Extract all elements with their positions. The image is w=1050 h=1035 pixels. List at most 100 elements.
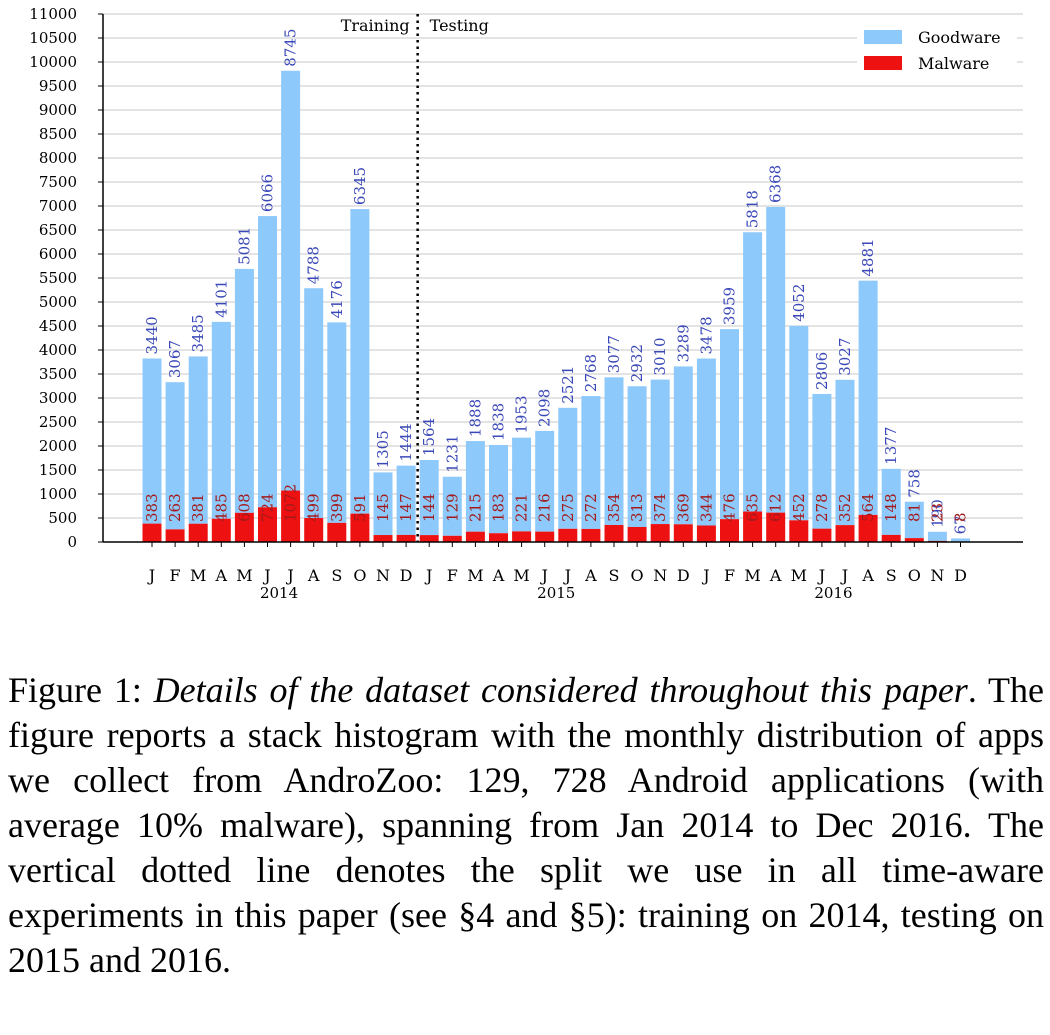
y-tick-label: 4000 (39, 341, 77, 359)
x-tick-label: N (376, 566, 390, 585)
goodware-bar (812, 393, 832, 529)
y-tick-label: 7500 (39, 173, 77, 191)
year-label: 2016 (814, 584, 852, 602)
goodware-bar (512, 437, 532, 532)
x-tick-label: A (492, 566, 505, 585)
malware-value-label: 383 (143, 493, 161, 522)
goodware-value-label: 1377 (882, 427, 900, 465)
y-tick-label: 3000 (39, 389, 77, 407)
malware-value-label: 215 (466, 493, 484, 522)
goodware-value-label: 4176 (328, 280, 346, 318)
x-tick-label: A (861, 566, 874, 585)
y-tick-label: 8000 (39, 149, 77, 167)
y-tick-label: 5500 (39, 269, 77, 287)
caption-title: Details of the dataset considered throug… (153, 670, 968, 710)
stacked-bar-chart: 3440383306726334853814101485508160860667… (29, 5, 1023, 602)
malware-bar (858, 514, 878, 542)
y-tick-label: 5000 (39, 293, 77, 311)
goodware-value-label: 2806 (813, 352, 831, 390)
y-tick-label: 500 (48, 509, 77, 527)
malware-value-label: 275 (559, 493, 577, 522)
malware-value-label: 183 (490, 493, 508, 522)
goodware-value-label: 6345 (351, 167, 369, 205)
malware-value-label: 399 (328, 493, 346, 522)
goodware-bar (211, 321, 231, 519)
goodware-bar (720, 329, 739, 520)
x-tick-label: N (653, 566, 667, 585)
legend: Goodware Malware (857, 21, 1017, 79)
y-tick-label: 8500 (39, 125, 77, 143)
x-tick-label: S (609, 566, 620, 585)
goodware-value-label: 1838 (490, 403, 508, 441)
y-tick-label: 6500 (39, 221, 77, 239)
goodware-bar (396, 465, 416, 535)
x-tick-label: J (285, 566, 293, 585)
goodware-bar (581, 396, 601, 529)
malware-value-label: 147 (397, 493, 415, 522)
goodware-bar (188, 356, 208, 524)
goodware-bar (535, 430, 555, 532)
goodware-value-label: 6066 (259, 174, 277, 212)
malware-value-label: 8 (952, 512, 970, 522)
axes: 0 500 1000 1500 2000 2500 3000 3500 4000 4500 5000… (29, 5, 1023, 602)
goodware-value-label: 1564 (420, 418, 438, 456)
legend-swatch (864, 30, 902, 44)
malware-value-label: 23 (928, 503, 946, 522)
x-tick-label: A (215, 566, 228, 585)
malware-value-label: 148 (882, 493, 900, 522)
goodware-bar (604, 377, 624, 526)
goodware-value-label: 2098 (536, 389, 554, 427)
goodware-value-label: 4052 (790, 284, 808, 322)
malware-bar (627, 526, 647, 542)
malware-bar (188, 523, 208, 542)
goodware-bar (881, 468, 901, 535)
caption-label: Figure 1: (8, 670, 154, 710)
goodware-value-label: 1953 (513, 395, 531, 433)
malware-bar (419, 535, 439, 542)
y-tick-label: 2000 (39, 437, 77, 455)
goodware-value-label: 3077 (605, 335, 623, 373)
malware-value-label: 145 (374, 493, 392, 522)
goodware-bar (419, 460, 439, 536)
malware-bar (789, 520, 809, 542)
x-tick-label: M (791, 566, 807, 585)
malware-bar (373, 535, 393, 542)
goodware-bar (951, 538, 970, 542)
x-tick-label: D (400, 566, 413, 585)
malware-bar (696, 525, 716, 542)
training-label: Training (341, 16, 410, 35)
malware-bar (904, 538, 924, 542)
goodware-bar (234, 268, 254, 513)
x-tick-label: O (908, 566, 921, 585)
y-tick-label: 9000 (39, 101, 77, 119)
malware-value-label: 272 (582, 493, 600, 522)
y-tick-label: 10000 (29, 53, 77, 71)
malware-value-label: 81 (905, 503, 923, 522)
malware-bar (442, 535, 462, 542)
malware-bar (581, 528, 601, 542)
x-tick-label: J (563, 566, 571, 585)
goodware-value-label: 758 (905, 469, 923, 498)
goodware-value-label: 6368 (767, 165, 785, 203)
malware-value-label: 452 (790, 493, 808, 522)
malware-bar (558, 528, 578, 542)
x-tick-label: S (886, 566, 897, 585)
x-tick-label: J (147, 566, 155, 585)
malware-value-label: 352 (836, 493, 854, 522)
x-tick-label: J (840, 566, 848, 585)
goodware-bar (558, 407, 578, 529)
x-tick-label: J (817, 566, 825, 585)
malware-bar (327, 522, 347, 542)
malware-bar (720, 519, 739, 542)
goodware-value-label: 2768 (582, 354, 600, 392)
malware-bar (142, 523, 162, 542)
goodware-bar (927, 531, 947, 541)
malware-value-label: 608 (235, 493, 253, 522)
x-tick-label: M (190, 566, 206, 585)
goodware-value-label: 5818 (744, 190, 762, 228)
goodware-bar (627, 386, 647, 527)
goodware-value-label: 3959 (721, 287, 739, 325)
goodware-value-label: 3289 (674, 324, 692, 362)
malware-value-label: 591 (351, 493, 369, 522)
malware-bar (281, 490, 301, 542)
